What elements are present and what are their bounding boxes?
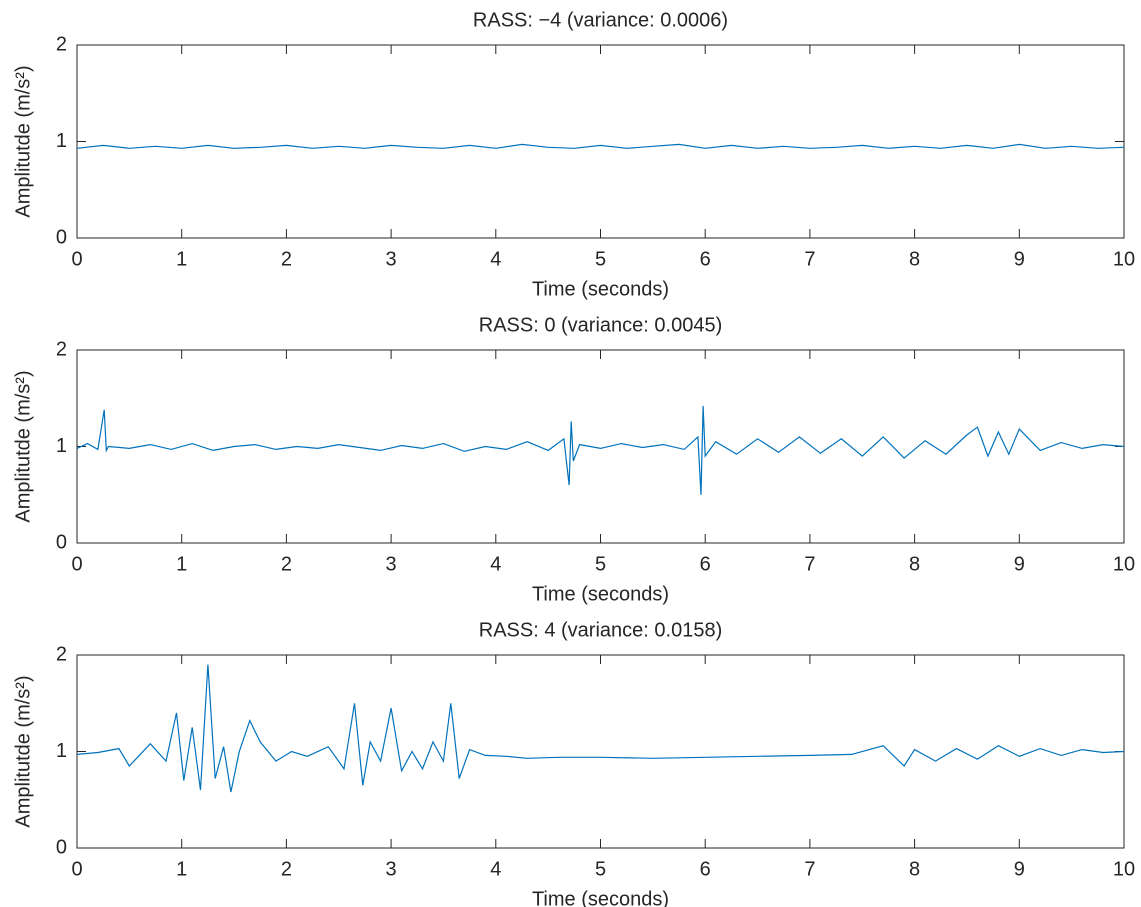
x-tick-label: 8 — [909, 553, 920, 575]
y-tick-label: 0 — [56, 836, 67, 858]
x-tick-label: 10 — [1113, 553, 1135, 575]
x-tick-label: 7 — [804, 553, 815, 575]
x-tick-label: 9 — [1014, 858, 1025, 880]
x-tick-label: 4 — [490, 858, 501, 880]
y-axis-label: Amplitutde (m/s²) — [12, 370, 34, 522]
x-tick-label: 5 — [595, 858, 606, 880]
x-tick-label: 0 — [71, 553, 82, 575]
y-tick-label: 0 — [56, 531, 67, 553]
signal-line — [76, 143, 1125, 149]
y-tick-label: 1 — [56, 130, 67, 152]
x-axis-label: Time (seconds) — [532, 888, 669, 907]
x-tick-label: 4 — [490, 248, 501, 270]
x-tick-label: 1 — [176, 858, 187, 880]
x-tick-label: 5 — [595, 248, 606, 270]
x-tick-label: 10 — [1113, 858, 1135, 880]
chart-title: RASS: −4 (variance: 0.0006) — [473, 9, 728, 31]
x-tick-label: 9 — [1014, 248, 1025, 270]
x-tick-label: 4 — [490, 553, 501, 575]
signal-line — [76, 405, 1125, 495]
x-tick-label: 0 — [71, 858, 82, 880]
axes-box — [76, 44, 1125, 239]
y-tick-label: 0 — [56, 226, 67, 248]
x-tick-label: 7 — [804, 248, 815, 270]
x-tick-label: 2 — [281, 553, 292, 575]
x-tick-label: 0 — [71, 248, 82, 270]
signal-line — [76, 664, 1125, 793]
y-tick-label: 2 — [56, 643, 67, 665]
axes-box — [76, 654, 1125, 849]
x-tick-label: 6 — [700, 858, 711, 880]
x-tick-label: 10 — [1113, 248, 1135, 270]
x-tick-label: 8 — [909, 858, 920, 880]
y-tick-label: 2 — [56, 338, 67, 360]
x-tick-label: 8 — [909, 248, 920, 270]
x-tick-label: 7 — [804, 858, 815, 880]
y-axis-label: Amplitutde (m/s²) — [12, 65, 34, 217]
chart-title: RASS: 0 (variance: 0.0045) — [479, 314, 722, 336]
x-tick-label: 3 — [386, 248, 397, 270]
x-tick-label: 9 — [1014, 553, 1025, 575]
x-tick-label: 1 — [176, 248, 187, 270]
y-tick-label: 1 — [56, 740, 67, 762]
x-tick-label: 1 — [176, 553, 187, 575]
y-axis-label: Amplitutde (m/s²) — [12, 675, 34, 827]
y-tick-label: 1 — [56, 435, 67, 457]
chart-title: RASS: 4 (variance: 0.0158) — [479, 619, 722, 641]
x-tick-label: 2 — [281, 248, 292, 270]
x-axis-label: Time (seconds) — [532, 278, 669, 300]
x-tick-label: 6 — [700, 553, 711, 575]
x-tick-label: 6 — [700, 248, 711, 270]
x-tick-label: 3 — [386, 858, 397, 880]
x-tick-label: 3 — [386, 553, 397, 575]
x-axis-label: Time (seconds) — [532, 583, 669, 605]
y-tick-label: 2 — [56, 33, 67, 55]
x-tick-label: 2 — [281, 858, 292, 880]
x-tick-label: 5 — [595, 553, 606, 575]
